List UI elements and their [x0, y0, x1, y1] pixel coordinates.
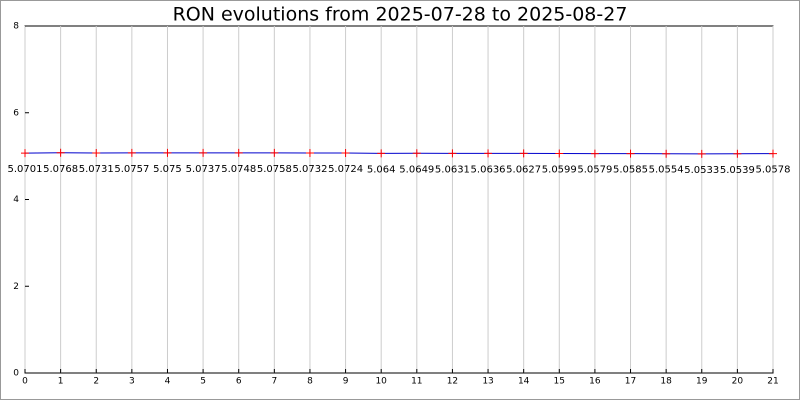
value-label: 5.0731 [79, 164, 114, 175]
point-marker [555, 149, 564, 158]
x-tick-label: 15 [554, 377, 565, 387]
value-label: 5.0578 [756, 165, 791, 176]
value-label: 5.0649 [399, 164, 434, 175]
x-tick-label: 0 [22, 377, 28, 387]
point-marker [448, 149, 457, 158]
x-tick-label: 13 [482, 377, 493, 387]
point-marker [270, 148, 279, 157]
value-label: 5.0732 [292, 164, 327, 175]
y-tick-label: 6 [13, 108, 19, 118]
value-label: 5.0701 [8, 164, 43, 175]
x-tick-label: 3 [129, 377, 135, 387]
point-marker [163, 148, 172, 157]
value-label: 5.0758 [257, 164, 292, 175]
y-tick-label: 8 [13, 22, 19, 32]
value-label: 5.0636 [471, 164, 506, 175]
point-marker [21, 149, 29, 158]
x-tick-label: 7 [271, 377, 277, 387]
value-label: 5.075 [153, 164, 182, 175]
x-tick-label: 19 [696, 377, 708, 387]
point-marker [769, 149, 777, 158]
value-label: 5.0724 [328, 164, 363, 175]
x-tick-label: 9 [343, 377, 349, 387]
point-marker [92, 148, 101, 157]
x-tick-label: 17 [625, 377, 636, 387]
point-marker [412, 149, 421, 158]
value-label: 5.0579 [577, 165, 612, 176]
y-tick-label: 0 [13, 369, 19, 379]
y-tick-label: 2 [13, 282, 19, 292]
point-marker [733, 149, 742, 158]
point-marker [697, 149, 706, 158]
value-label: 5.0768 [43, 164, 78, 175]
x-tick-label: 6 [236, 377, 242, 387]
point-marker [484, 149, 493, 158]
value-label: 5.0737 [186, 164, 221, 175]
point-marker [127, 148, 136, 157]
point-marker [56, 148, 65, 157]
value-label: 5.064 [367, 164, 396, 175]
point-marker [662, 149, 671, 158]
value-label: 5.0554 [649, 165, 684, 176]
value-label: 5.0539 [720, 165, 755, 176]
point-marker [305, 148, 314, 157]
x-tick-label: 12 [447, 377, 458, 387]
x-tick-label: 14 [518, 377, 530, 387]
value-label: 5.0627 [506, 164, 541, 175]
x-tick-label: 10 [375, 377, 387, 387]
x-tick-label: 2 [93, 377, 99, 387]
chart-title: RON evolutions from 2025-07-28 to 2025-0… [173, 4, 628, 26]
value-label: 5.0631 [435, 164, 470, 175]
point-marker [626, 149, 635, 158]
point-marker [590, 149, 599, 158]
x-tick-label: 16 [589, 377, 601, 387]
value-label: 5.0585 [613, 165, 648, 176]
value-label: 5.0533 [684, 165, 719, 176]
x-tick-label: 4 [165, 377, 171, 387]
value-label: 5.0757 [114, 164, 149, 175]
point-marker [519, 149, 528, 158]
point-marker [234, 148, 243, 157]
series-line [24, 152, 774, 155]
point-marker [341, 148, 350, 157]
x-tick-label: 11 [411, 377, 422, 387]
value-label: 5.0599 [542, 165, 577, 176]
point-marker [377, 149, 386, 158]
x-tick-label: 1 [58, 377, 64, 387]
value-label: 5.0748 [221, 164, 256, 175]
point-marker [199, 148, 208, 157]
x-tick-label: 18 [660, 377, 672, 387]
x-tick-label: 21 [767, 377, 778, 387]
y-tick-label: 4 [13, 195, 19, 205]
x-tick-label: 20 [732, 377, 744, 387]
x-tick-label: 8 [307, 377, 313, 387]
x-tick-label: 5 [200, 377, 206, 387]
